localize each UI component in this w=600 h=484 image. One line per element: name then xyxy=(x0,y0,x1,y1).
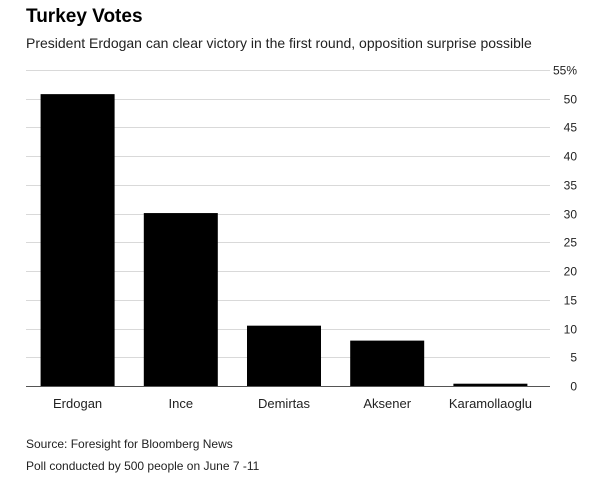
x-tick-label: Ince xyxy=(169,396,194,411)
source-note: Source: Foresight for Bloomberg News xyxy=(26,437,233,451)
chart-title: Turkey Votes xyxy=(26,6,143,27)
y-tick-label: 15 xyxy=(564,294,578,308)
y-tick-label: 30 xyxy=(564,208,578,222)
poll-note: Poll conducted by 500 people on June 7 -… xyxy=(26,459,260,473)
axes: 0 5 10 15 20 25 30 35 40 45 50 55% Erdogan Ince Demirt… xyxy=(26,64,578,411)
y-tick-label: 5 xyxy=(570,351,577,365)
x-tick-label: Karamollaoglu xyxy=(449,396,532,411)
y-tick-label: 40 xyxy=(564,150,578,164)
bar-ince xyxy=(143,213,218,386)
bar-chart: 0 5 10 15 20 25 30 35 40 45 50 55% Erdogan Ince Demirt… xyxy=(26,64,578,411)
y-tick-label: 35 xyxy=(564,179,578,193)
bar-demirtas xyxy=(247,325,321,386)
y-tick-label: 0 xyxy=(570,380,577,394)
bar-aksener xyxy=(350,340,425,386)
y-tick-label: 55% xyxy=(553,64,577,78)
x-tick-label: Demirtas xyxy=(258,396,311,411)
x-tick-label: Aksener xyxy=(363,396,411,411)
bars xyxy=(40,94,528,386)
y-tick-label: 10 xyxy=(564,323,578,337)
y-tick-label: 45 xyxy=(564,121,578,135)
x-tick-label: Erdogan xyxy=(53,396,102,411)
y-tick-label: 20 xyxy=(564,265,578,279)
bar-erdogan xyxy=(40,94,115,386)
y-tick-label: 25 xyxy=(564,236,578,250)
y-tick-label: 50 xyxy=(564,93,578,107)
bar-karamollaoglu xyxy=(453,383,528,386)
chart-subtitle: President Erdogan can clear victory in t… xyxy=(26,35,532,51)
